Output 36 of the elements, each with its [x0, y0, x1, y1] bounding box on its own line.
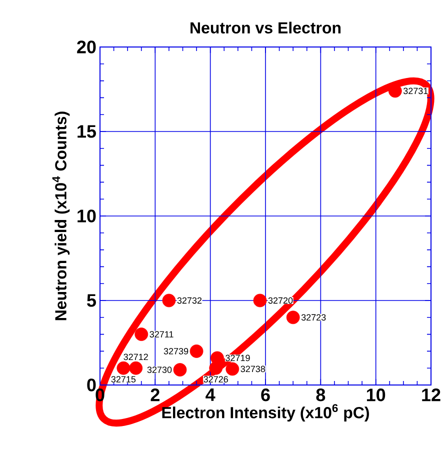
x-tick-label: 10 — [366, 388, 386, 402]
point — [134, 328, 148, 341]
point — [173, 363, 187, 376]
annotation: 32739 — [164, 348, 188, 354]
annotation: 32732 — [177, 297, 202, 304]
y-tick-label: 10 — [78, 210, 96, 222]
annotation: 32720 — [268, 297, 293, 304]
point — [162, 294, 176, 308]
x-axis-title: Electron Intensity (x10$^{6}$ pC) — [162, 404, 369, 422]
chart-title: Neutron vs Electron — [190, 22, 341, 34]
annotation: 32712 — [124, 354, 148, 360]
y-tick-label: 0 — [87, 378, 96, 392]
y-tick-label: 20 — [77, 40, 96, 54]
annotation: 32715 — [111, 376, 136, 382]
annotation: 32730 — [147, 366, 172, 373]
point — [116, 361, 130, 375]
point — [253, 294, 267, 308]
x-tick-label: 4 — [206, 388, 216, 401]
y-axis-title: Neutron yield (x10$^{4}$ Counts) — [52, 112, 70, 320]
annotation: 32719 — [226, 354, 250, 362]
annotation: 32726 — [204, 376, 228, 382]
point — [129, 361, 143, 375]
x-tick-label: 2 — [150, 388, 160, 402]
x-tick-label: 8 — [316, 388, 326, 402]
point — [190, 344, 204, 358]
x-tick-label: 6 — [261, 388, 270, 402]
point — [226, 362, 240, 376]
annotation: 32723 — [301, 314, 326, 321]
annotation: 32738 — [240, 366, 266, 372]
point — [209, 361, 223, 375]
y-tick-label: 15 — [78, 125, 96, 138]
x-tick-label: 12 — [422, 388, 440, 402]
y-tick-label: 5 — [87, 294, 96, 307]
annotation: 32731 — [403, 88, 428, 94]
annotation: 32711 — [150, 331, 174, 338]
point — [286, 310, 300, 324]
